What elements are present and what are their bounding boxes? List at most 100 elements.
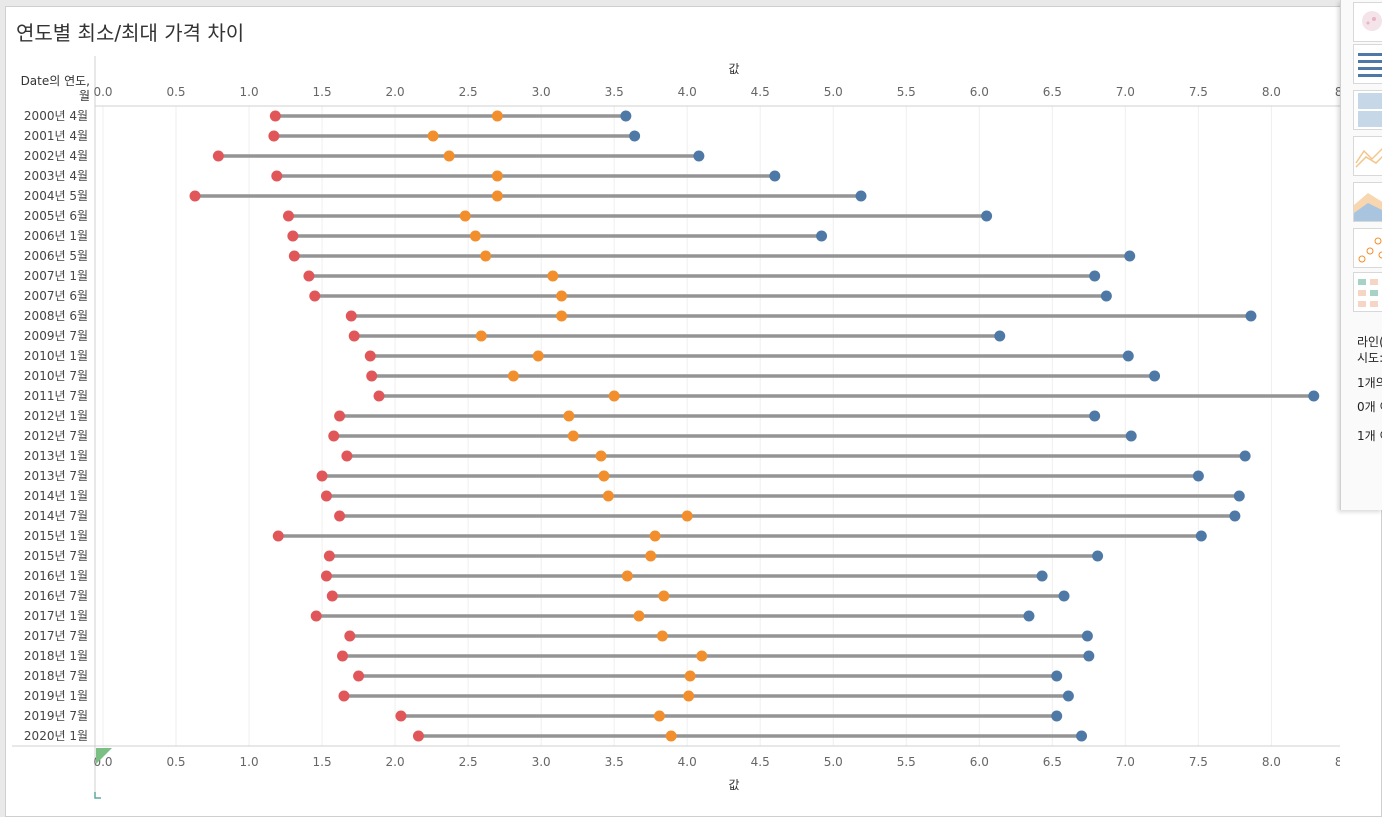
min-point[interactable] [269,110,281,122]
mid-point[interactable] [547,270,559,282]
max-point[interactable] [1058,590,1070,602]
row-label[interactable]: 2002년 4월 [24,149,88,163]
min-point[interactable] [364,350,376,362]
max-point[interactable] [1192,470,1204,482]
row-label[interactable]: 2015년 7월 [24,549,88,563]
max-point[interactable] [855,190,867,202]
min-point[interactable] [212,150,224,162]
min-point[interactable] [271,170,283,182]
min-point[interactable] [334,510,346,522]
mid-point[interactable] [532,350,544,362]
min-point[interactable] [326,590,338,602]
mid-point[interactable] [567,430,579,442]
min-point[interactable] [320,570,332,582]
min-point[interactable] [323,550,335,562]
row-label[interactable]: 2016년 1월 [24,569,88,583]
min-point[interactable] [303,270,315,282]
min-point[interactable] [189,190,201,202]
min-point[interactable] [310,610,322,622]
max-point[interactable] [1308,390,1320,402]
max-point[interactable] [1125,430,1137,442]
row-label[interactable]: 2001년 4월 [24,129,88,143]
row-label[interactable]: 2014년 7월 [24,509,88,523]
mid-point[interactable] [491,110,503,122]
max-point[interactable] [1076,730,1088,742]
row-label[interactable]: 2017년 1월 [24,609,88,623]
max-point[interactable] [1023,610,1035,622]
x-axis-title-bottom[interactable]: 값 [728,778,740,792]
mid-point[interactable] [621,570,633,582]
max-point[interactable] [1062,690,1074,702]
line-chart-icon[interactable] [1353,136,1382,176]
min-point[interactable] [320,490,332,502]
mid-point[interactable] [475,330,487,342]
min-point[interactable] [334,410,346,422]
mid-point[interactable] [602,490,614,502]
mid-point[interactable] [556,310,568,322]
row-label[interactable]: 2004년 5월 [24,189,88,203]
min-point[interactable] [288,250,300,262]
min-point[interactable] [337,650,349,662]
mid-point[interactable] [556,290,568,302]
mid-point[interactable] [491,190,503,202]
x-axis-title-top[interactable]: 값 [728,62,740,76]
row-label[interactable]: 2015년 1월 [24,529,88,543]
max-point[interactable] [1081,630,1093,642]
mid-point[interactable] [684,670,696,682]
row-label[interactable]: 2007년 6월 [24,289,88,303]
min-point[interactable] [366,370,378,382]
min-point[interactable] [316,470,328,482]
max-point[interactable] [1149,370,1161,382]
mid-point[interactable] [443,150,455,162]
max-point[interactable] [1100,290,1112,302]
max-point[interactable] [1233,490,1245,502]
row-label[interactable]: 2010년 7월 [24,369,88,383]
row-label[interactable]: 2013년 1월 [24,449,88,463]
max-point[interactable] [1245,310,1257,322]
min-point[interactable] [353,670,365,682]
min-point[interactable] [282,210,294,222]
max-point[interactable] [1092,550,1104,562]
max-point[interactable] [629,130,641,142]
mid-point[interactable] [645,550,657,562]
row-label[interactable]: 2014년 1월 [24,489,88,503]
mid-point[interactable] [491,170,503,182]
row-label[interactable]: 2017년 7월 [24,629,88,643]
mid-point[interactable] [683,690,695,702]
mid-point[interactable] [696,650,708,662]
row-label[interactable]: 2012년 7월 [24,429,88,443]
mid-point[interactable] [649,530,661,542]
resize-handle-icon[interactable] [96,748,112,764]
mid-point[interactable] [480,250,492,262]
horizontal-bar-chart-icon[interactable] [1353,44,1382,84]
max-point[interactable] [1122,350,1134,362]
area-chart-icon[interactable] [1353,182,1382,222]
min-point[interactable] [309,290,321,302]
dot-range-chart[interactable]: 0.00.00.50.51.01.01.51.52.02.02.52.53.03… [0,0,1340,817]
mid-point[interactable] [595,450,607,462]
max-point[interactable] [1051,710,1063,722]
max-point[interactable] [994,330,1006,342]
min-point[interactable] [395,710,407,722]
mid-point[interactable] [656,630,668,642]
max-point[interactable] [1089,410,1101,422]
row-label[interactable]: 2007년 1월 [24,269,88,283]
row-label[interactable]: 2012년 1월 [24,409,88,423]
max-point[interactable] [1051,670,1063,682]
row-label[interactable]: 2018년 1월 [24,649,88,663]
row-label[interactable]: 2011년 7월 [24,389,88,403]
mid-point[interactable] [633,610,645,622]
min-point[interactable] [272,530,284,542]
row-header[interactable]: Date의 연도, 월 [10,74,90,104]
row-label[interactable]: 2008년 6월 [24,309,88,323]
max-point[interactable] [816,230,828,242]
row-label[interactable]: 2006년 5월 [24,249,88,263]
min-point[interactable] [328,430,340,442]
row-label[interactable]: 2010년 1월 [24,349,88,363]
max-point[interactable] [620,110,632,122]
min-point[interactable] [345,310,357,322]
row-label[interactable]: 2019년 7월 [24,709,88,723]
min-point[interactable] [348,330,360,342]
min-point[interactable] [344,630,356,642]
row-label[interactable]: 2018년 7월 [24,669,88,683]
